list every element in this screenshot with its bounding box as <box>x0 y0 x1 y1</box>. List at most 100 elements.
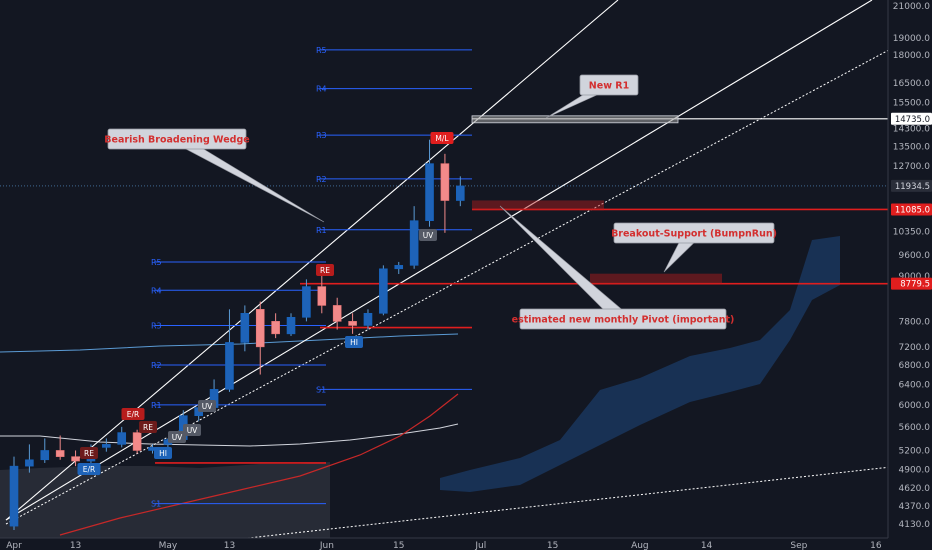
callout: estimated new monthly Pivot (important) <box>499 205 735 330</box>
pivot-label: R2 <box>151 361 162 370</box>
y-tick-label: 10350.0 <box>893 227 930 237</box>
signal-tag-label: HI <box>159 449 167 458</box>
signal-tag-bg <box>316 264 334 276</box>
candle <box>271 313 280 339</box>
y-tick-label: 4130.0 <box>899 520 931 530</box>
y-tick-label: 21000.0 <box>893 2 930 12</box>
candle-body <box>348 321 357 326</box>
candle <box>71 450 80 467</box>
candle <box>317 275 327 314</box>
moving-average-blue <box>0 333 459 353</box>
candle <box>394 261 404 275</box>
candle-body <box>379 268 388 314</box>
y-tick-label: 7800.0 <box>899 317 931 327</box>
pivot-label: R5 <box>151 258 162 267</box>
pivot-label: R4 <box>316 85 327 94</box>
candle <box>55 435 65 460</box>
wedge-middle-line <box>5 0 873 521</box>
pivot-label: R1 <box>151 401 162 410</box>
candle <box>425 139 434 227</box>
candle <box>40 438 50 463</box>
signal-tag-label: M/L <box>435 134 449 143</box>
x-axis-panel <box>0 538 932 550</box>
pivot-label: R1 <box>316 226 327 235</box>
y-tick-label: 6400.0 <box>899 380 931 390</box>
x-tick-label: 14 <box>701 541 713 550</box>
candle <box>302 279 311 322</box>
candle-body <box>40 450 50 461</box>
signal-tag-bg <box>198 400 216 412</box>
ichimoku-cloud-past <box>0 462 330 550</box>
candle <box>102 438 111 452</box>
callout-box <box>613 222 775 244</box>
y-tick-label: 14300.0 <box>893 124 930 134</box>
y-tick-label: 9600.0 <box>899 251 931 261</box>
candle-body <box>71 456 80 462</box>
pivot-label: R3 <box>151 321 162 330</box>
y-tick-label: 19000.0 <box>893 34 930 44</box>
x-tick-label: Sep <box>790 541 807 550</box>
candle <box>240 305 250 352</box>
y-tick-label: 7200.0 <box>899 343 931 353</box>
x-tick-label: 13 <box>224 541 235 550</box>
signal-tag-bg <box>419 229 437 241</box>
callout: New R1 <box>545 74 639 119</box>
candle-body <box>363 312 373 326</box>
candle <box>348 313 357 334</box>
y-tick-label: 6000.0 <box>899 401 931 411</box>
y-tick-label: 12700.0 <box>893 162 930 172</box>
candle-body <box>55 450 65 457</box>
signal-tag-bg <box>121 408 145 420</box>
candle-body <box>332 305 342 322</box>
callout-text: Breakout-Support (BumpnRun) <box>611 229 777 240</box>
x-tick-label: Aug <box>631 541 649 550</box>
signal-tag-label: HI <box>350 338 358 347</box>
breakout-zone <box>590 273 722 284</box>
y-tick-label: 18000.0 <box>893 51 930 61</box>
y-tick-label: 5200.0 <box>899 446 931 456</box>
signal-tag-label: RE <box>320 266 330 275</box>
signal-tag-bg <box>183 424 201 436</box>
pivot-label: R2 <box>316 175 327 184</box>
callout-text: Bearish Broadening Wedge <box>104 135 249 146</box>
new-r1-zone <box>471 115 679 124</box>
candle-body <box>317 286 327 306</box>
signal-tag: UV <box>168 431 186 443</box>
price-tag-label: 14735.0 <box>895 115 930 125</box>
signal-tag-bg <box>77 463 101 475</box>
candle-body <box>302 286 311 318</box>
x-tick-label: 13 <box>70 541 81 550</box>
pivot-label: R3 <box>316 131 327 140</box>
callout-box <box>579 74 639 96</box>
price-tag: 8779.5 <box>891 277 932 290</box>
x-tick-label: 15 <box>393 541 404 550</box>
signal-tag: E/R <box>121 408 145 420</box>
candle-body <box>409 220 419 266</box>
signal-tag: UV <box>419 229 437 241</box>
signal-tag: E/R <box>77 463 101 475</box>
y-tick-label: 9000.0 <box>899 272 931 282</box>
pivot-label: S1 <box>151 500 161 509</box>
price-tag-bg <box>891 112 932 125</box>
signal-tag: M/L <box>430 132 454 144</box>
candle-body <box>102 444 111 448</box>
y-tick-label: 4900.0 <box>899 465 931 475</box>
candle <box>332 297 342 330</box>
signal-tag-label: E/R <box>127 410 139 419</box>
candle <box>456 176 465 207</box>
signal-tag: RE <box>316 264 334 276</box>
pivot-zone <box>472 200 604 211</box>
support-dotted-line <box>139 465 901 550</box>
signal-tag-label: RE <box>84 449 94 458</box>
candle <box>225 309 234 392</box>
signal-tag-bg <box>168 431 186 443</box>
candle-body <box>132 432 142 451</box>
y-tick-label: 15500.0 <box>893 99 930 109</box>
signal-tag-bg <box>139 421 157 433</box>
x-tick-label: Jul <box>474 541 486 550</box>
wedge-dotted-line <box>5 43 901 525</box>
candle <box>363 309 373 330</box>
signal-tag-label: UV <box>423 231 434 240</box>
callout-text: estimated new monthly Pivot (important) <box>512 315 735 326</box>
